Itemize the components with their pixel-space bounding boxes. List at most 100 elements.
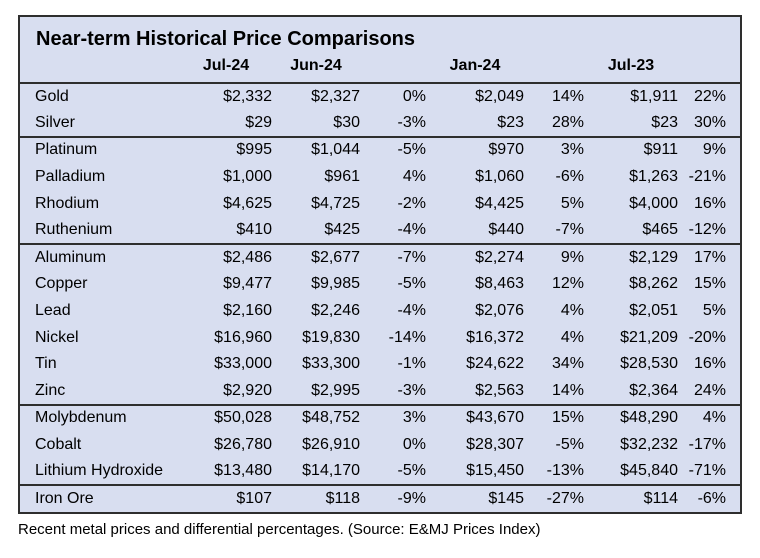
metal-name: Molybdenum — [35, 409, 127, 427]
price-jul-24: $50,028 — [214, 409, 272, 427]
price-jun-24: $33,300 — [302, 355, 360, 373]
price-jul-23: $45,840 — [584, 458, 678, 486]
pct-change-vs-jan-24: 14% — [524, 377, 584, 406]
pct-change-vs-jun-24: 3% — [402, 409, 426, 427]
price-jul-23: $1,911 — [630, 87, 678, 105]
metal-name: Lead — [35, 301, 71, 319]
price-jul-23: $2,364 — [584, 377, 678, 406]
price-jul-24: $2,332 — [223, 87, 272, 105]
price-jul-23: $8,262 — [629, 274, 678, 292]
price-jul-24: $26,780 — [214, 435, 272, 453]
pct-change-vs-jun-24: -14% — [388, 328, 426, 346]
pct-change-vs-jul-23: 22% — [694, 87, 727, 105]
pct-change-vs-jun-24: 0% — [402, 435, 426, 453]
pct-change-vs-jun-24: -4% — [360, 216, 426, 245]
price-jun-24: $26,910 — [302, 435, 360, 453]
price-jun-24: $118 — [325, 489, 360, 507]
pct-change-vs-jul-23: 16% — [694, 355, 727, 373]
metal-name: Ruthenium — [20, 216, 180, 245]
metal-name: Nickel — [35, 328, 79, 346]
price-jul-23: $911 — [643, 141, 678, 159]
pct-change-vs-jun-24: -9% — [397, 489, 426, 507]
table-title-row: Near-term Historical Price Comparisons — [20, 17, 740, 53]
metal-name: Copper — [35, 274, 88, 292]
price-jun-24: $19,830 — [302, 328, 360, 346]
price-jul-24: $9,477 — [223, 274, 272, 292]
pct-change-vs-jan-24: 5% — [560, 194, 584, 212]
table-row: Ruthenium $410 $425 -4% $440 -7% $465 -1… — [20, 216, 741, 245]
pct-change-vs-jan-24: 15% — [551, 409, 584, 427]
price-jul-23: $2,129 — [629, 248, 678, 266]
column-header-pct-jan — [524, 53, 584, 84]
price-jul-24: $995 — [236, 141, 272, 159]
price-jul-24: $2,160 — [223, 301, 272, 319]
table-row: Cobalt $26,780 $26,910 0% $28,307 -5% $3… — [20, 431, 740, 458]
pct-change-vs-jul-23: -12% — [678, 216, 741, 245]
pct-change-vs-jun-24: -4% — [397, 301, 426, 319]
price-jul-24: $16,960 — [214, 328, 272, 346]
price-jan-24: $15,450 — [426, 458, 524, 486]
table-header-row: Jul-24 Jun-24 Jan-24 Jul-23 — [20, 53, 741, 84]
table-row: Aluminum $2,486 $2,677 -7% $2,274 9% $2,… — [20, 244, 740, 271]
pct-change-vs-jan-24: -5% — [555, 435, 584, 453]
pct-change-vs-jun-24: 4% — [402, 167, 426, 185]
pct-change-vs-jan-24: 12% — [551, 274, 584, 292]
price-jul-24: $13,480 — [180, 458, 272, 486]
price-jul-23: $114 — [643, 489, 678, 507]
figure-caption: Recent metal prices and differential per… — [18, 521, 541, 538]
price-jul-24: $4,625 — [223, 194, 272, 212]
price-jan-24: $1,060 — [475, 167, 524, 185]
table-row: Rhodium $4,625 $4,725 -2% $4,425 5% $4,0… — [20, 190, 740, 217]
metal-name: Iron Ore — [35, 489, 94, 507]
price-jun-24: $2,677 — [311, 248, 360, 266]
table-row: Copper $9,477 $9,985 -5% $8,463 12% $8,2… — [20, 271, 740, 298]
metal-name: Silver — [20, 109, 180, 138]
pct-change-vs-jun-24: -3% — [360, 377, 426, 406]
pct-change-vs-jul-23: 15% — [694, 274, 727, 292]
metal-name: Tin — [35, 355, 57, 373]
price-jul-23: $465 — [584, 216, 678, 245]
price-jan-24: $2,563 — [426, 377, 524, 406]
price-jul-23: $1,263 — [629, 167, 678, 185]
column-header-jul-23: Jul-23 — [584, 53, 678, 84]
table-row: Platinum $995 $1,044 -5% $970 3% $911 9% — [20, 137, 740, 164]
table-row: Lithium Hydroxide $13,480 $14,170 -5% $1… — [20, 458, 741, 486]
table-title: Near-term Historical Price Comparisons — [36, 27, 416, 50]
price-jan-24: $43,670 — [466, 409, 524, 427]
pct-change-vs-jun-24: -2% — [397, 194, 426, 212]
metal-name: Rhodium — [35, 194, 100, 212]
metal-name: Lithium Hydroxide — [20, 458, 180, 486]
pct-change-vs-jul-23: 5% — [702, 301, 727, 319]
column-header-jan-24: Jan-24 — [426, 53, 524, 84]
metal-name: Platinum — [35, 141, 98, 159]
price-jun-24: $2,327 — [311, 87, 360, 105]
price-jun-24: $14,170 — [272, 458, 360, 486]
pct-change-vs-jun-24: -5% — [397, 141, 426, 159]
column-header-metal — [20, 53, 180, 84]
pct-change-vs-jun-24: -5% — [397, 274, 426, 292]
metal-name: Gold — [35, 87, 69, 105]
pct-change-vs-jan-24: 28% — [524, 109, 584, 138]
pct-change-vs-jul-23: -17% — [688, 435, 727, 453]
price-jan-24: $970 — [488, 141, 524, 159]
pct-change-vs-jan-24: 4% — [560, 328, 584, 346]
price-jun-24: $30 — [272, 109, 360, 138]
column-header-jun-24: Jun-24 — [272, 53, 360, 84]
pct-change-vs-jul-23: 16% — [694, 194, 727, 212]
price-jul-24: $1,000 — [223, 167, 272, 185]
pct-change-vs-jun-24: 0% — [402, 87, 426, 105]
price-jul-24: $107 — [236, 489, 272, 507]
pct-change-vs-jan-24: -7% — [524, 216, 584, 245]
price-jan-24: $2,076 — [475, 301, 524, 319]
pct-change-vs-jan-24: 9% — [560, 248, 584, 266]
price-jul-23: $32,232 — [620, 435, 678, 453]
column-header-jul-24: Jul-24 — [180, 53, 272, 84]
table-row: Lead $2,160 $2,246 -4% $2,076 4% $2,051 … — [20, 297, 740, 324]
pct-change-vs-jan-24: -27% — [546, 489, 584, 507]
price-jun-24: $4,725 — [311, 194, 360, 212]
pct-change-vs-jul-23: 24% — [678, 377, 741, 406]
price-jan-24: $16,372 — [466, 328, 524, 346]
pct-change-vs-jul-23: 17% — [694, 248, 727, 266]
pct-change-vs-jan-24: 14% — [551, 87, 584, 105]
price-jun-24: $2,995 — [272, 377, 360, 406]
